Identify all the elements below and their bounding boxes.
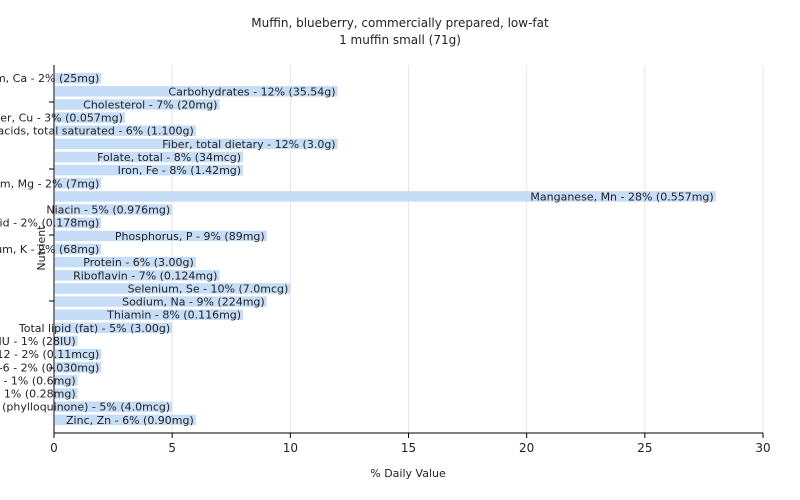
bar-label: Potassium, K - 2% (68mg) — [0, 243, 99, 256]
bar-label: Sodium, Na - 9% (224mg) — [122, 296, 265, 309]
y-axis-title: Nutrient — [35, 225, 48, 271]
bar — [55, 414, 196, 426]
x-tick-label: 15 — [401, 441, 416, 455]
axes — [49, 65, 763, 434]
bar-label: Riboflavin - 7% (0.124mg) — [73, 269, 217, 282]
x-axis-title: % Daily Value — [370, 467, 446, 480]
bar-label: Total lipid (fat) - 5% (3.00g) — [18, 322, 170, 335]
bar-label: Vitamin C, total ascorbic acid - 1% (0.6… — [0, 374, 76, 387]
bar-label: Pantothenic acid - 2% (0.178mg) — [0, 217, 99, 230]
bar — [55, 401, 173, 412]
bar-label: Calcium, Ca - 2% (25mg) — [0, 72, 99, 85]
bar-label: Carbohydrates - 12% (35.54g) — [168, 85, 335, 98]
x-tick-label: 25 — [637, 441, 652, 455]
bar — [55, 112, 125, 123]
x-tick-label: 5 — [168, 441, 176, 455]
x-ticks: 0 5 10 15 20 25 30 — [50, 433, 771, 455]
bar — [55, 283, 291, 294]
x-tick-label: 20 — [519, 441, 534, 455]
x-tick-label: 10 — [283, 441, 298, 455]
bar-label: Folate, total - 8% (34mcg) — [97, 151, 241, 164]
x-tick-label: 30 — [755, 441, 770, 455]
bar-label: Vitamin A, IU - 1% (28IU) — [0, 335, 76, 348]
bar — [55, 348, 102, 360]
bar-label: Cholesterol - 7% (20mg) — [83, 98, 217, 111]
bar-label: Copper, Cu - 3% (0.057mg) — [0, 112, 123, 125]
chart-title: Muffin, blueberry, commercially prepared… — [251, 16, 549, 30]
bar-label: Fiber, total dietary - 12% (3.0g) — [162, 138, 335, 151]
bar — [55, 204, 173, 215]
bar — [55, 178, 102, 189]
bar-label: Vitamin B-12 - 2% (0.11mcg) — [0, 348, 99, 361]
bar — [55, 217, 102, 228]
bar — [55, 375, 78, 386]
bar-label: Niacin - 5% (0.976mg) — [46, 204, 170, 217]
x-tick-label: 0 — [50, 441, 58, 455]
bar-label: Selenium, Se - 10% (7.0mcg) — [128, 282, 289, 295]
bar — [55, 322, 173, 334]
bar — [55, 151, 244, 163]
bar — [55, 99, 220, 110]
bar — [55, 72, 102, 84]
bar-label: Iron, Fe - 8% (1.42mg) — [118, 164, 241, 177]
bar-label: Protein - 6% (3.00g) — [83, 256, 194, 269]
bar — [55, 362, 102, 373]
bar-label: Thiamin - 8% (0.116mg) — [106, 309, 241, 322]
bars: Calcium, Ca - 2% (25mg) Carbohydrates - 1… — [0, 72, 716, 427]
bar — [55, 309, 244, 320]
bar — [55, 191, 716, 202]
bar — [55, 296, 267, 307]
bar — [55, 243, 102, 255]
bar — [55, 138, 338, 150]
bar — [55, 164, 244, 176]
bar — [55, 270, 220, 281]
bar — [55, 256, 196, 268]
chart-subtitle: 1 muffin small (71g) — [339, 33, 461, 47]
bar — [55, 335, 78, 347]
bar — [55, 125, 196, 136]
bar-label: Zinc, Zn - 6% (0.90mg) — [66, 414, 194, 427]
bar-label: Vitamin K (phylloquinone) - 5% (4.0mcg) — [0, 401, 170, 414]
bar — [55, 388, 78, 399]
bar-label: Magnesium, Mg - 2% (7mg) — [0, 177, 99, 190]
grid — [171, 65, 764, 433]
bar-label: Phosphorus, P - 9% (89mg) — [115, 230, 265, 243]
bar-label: Manganese, Mn - 28% (0.557mg) — [530, 190, 713, 203]
bar — [55, 86, 338, 97]
bar-label: Vitamin E (alpha-tocopherol) - 1% (0.28m… — [0, 388, 76, 401]
bar — [55, 230, 267, 242]
bar-label: Fatty acids, total saturated - 6% (1.100… — [0, 125, 194, 138]
